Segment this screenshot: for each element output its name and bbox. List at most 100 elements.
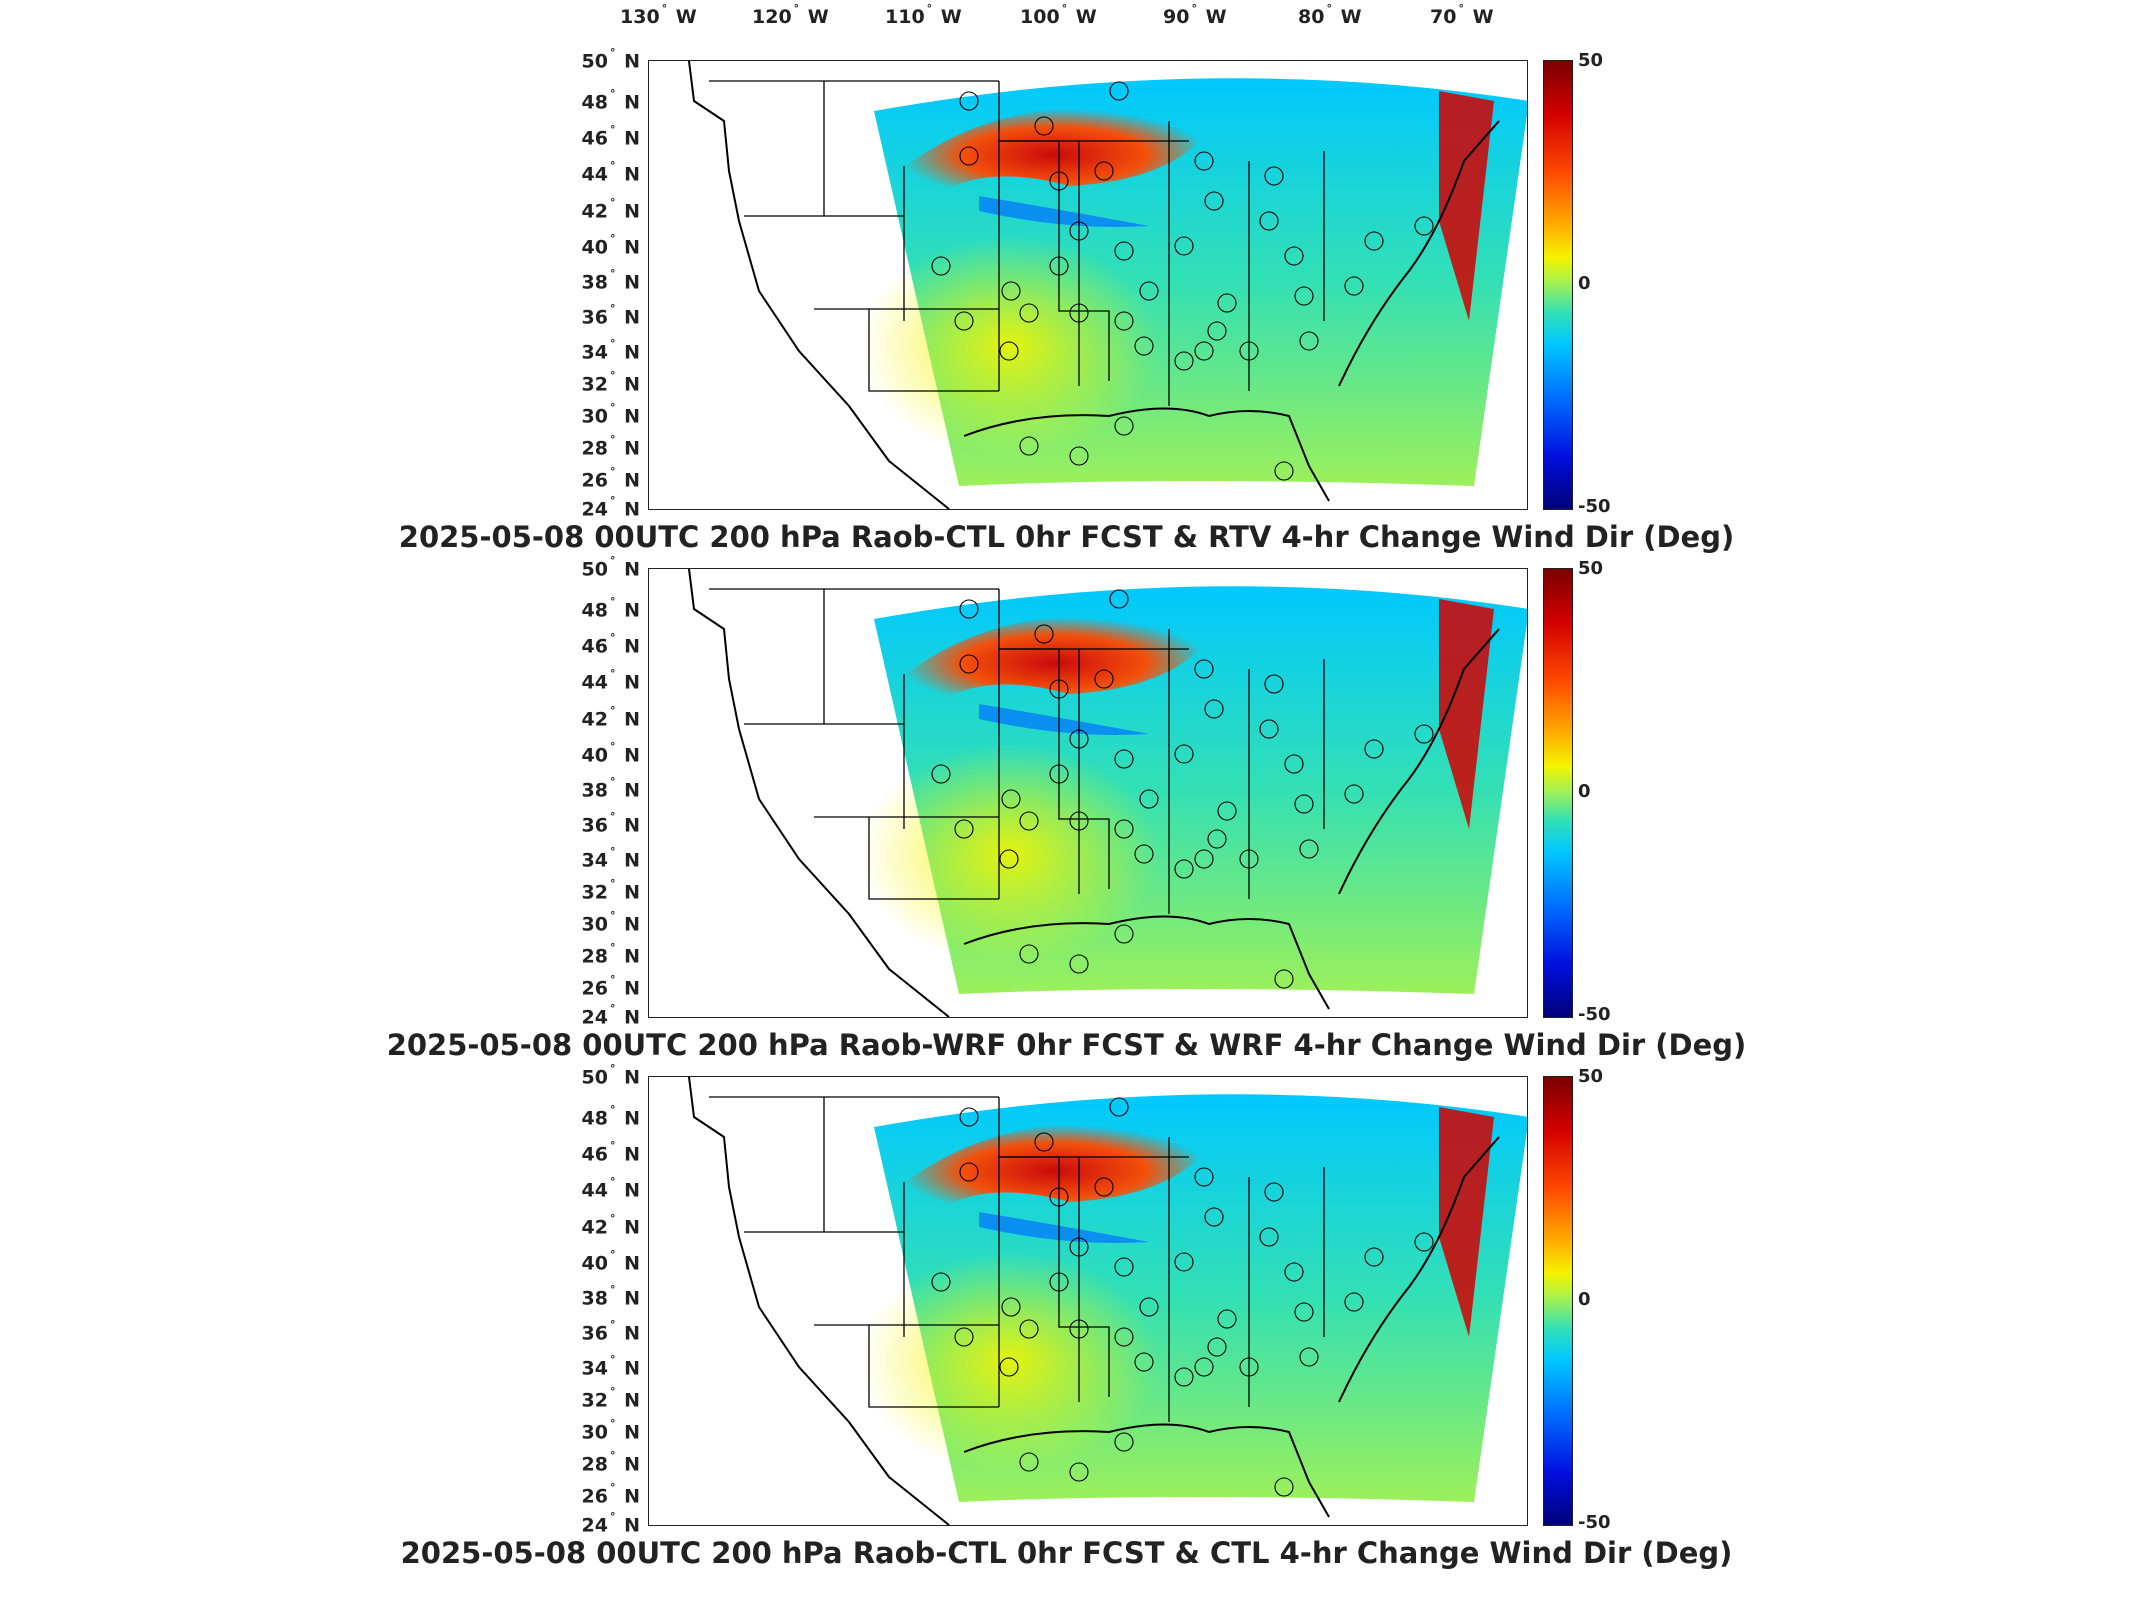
station-circle (1364, 739, 1384, 759)
station-circle (1114, 749, 1134, 769)
station-circle (1034, 116, 1054, 136)
lat-label: 24 ° N (581, 1510, 640, 1537)
lat-label: 42 ° N (581, 195, 640, 223)
station-circle (1134, 844, 1154, 864)
gulf-coast-outline (963, 407, 1330, 502)
station-circle (1134, 1352, 1154, 1372)
lat-label: 30 ° N (581, 908, 640, 936)
lat-label: 36 ° N (581, 1318, 640, 1345)
station-circle (999, 1357, 1019, 1377)
station-circle (1001, 1297, 1021, 1317)
lat-label: 26 ° N (581, 464, 640, 492)
lat-label: 50 ° N (581, 554, 640, 581)
station-circle (1019, 1452, 1039, 1472)
station-circle (1019, 303, 1039, 323)
lat-label: 26 ° N (581, 1480, 640, 1508)
lat-label: 26 ° N (581, 972, 640, 1000)
station-circle (1299, 839, 1319, 859)
lat-label: 28 ° N (581, 1448, 640, 1476)
blue-streak (979, 1212, 1149, 1243)
station-circle (1114, 1432, 1134, 1452)
station-circle (1049, 256, 1069, 276)
lon-label-120w: 120 ° W (752, 2, 829, 29)
colorbar (1543, 60, 1573, 510)
lat-label: 50 ° N (581, 1062, 640, 1089)
station-circle (1274, 969, 1294, 989)
station-circle (1274, 1477, 1294, 1497)
colorbar-mid-label: 0 (1578, 781, 1591, 802)
lat-label: 48 ° N (581, 86, 640, 114)
lat-label: 40 ° N (581, 232, 640, 259)
lat-label: 36 ° N (581, 302, 640, 329)
station-circle (1174, 859, 1194, 879)
station-circle (1114, 924, 1134, 944)
station-circle (1114, 416, 1134, 436)
station-circle (1194, 1357, 1214, 1377)
lat-label: 46 ° N (581, 123, 640, 150)
station-circle (1114, 1257, 1134, 1277)
station-circle (1239, 849, 1259, 869)
station-circle (999, 341, 1019, 361)
station-circle (1364, 231, 1384, 251)
station-circle (1284, 1262, 1304, 1282)
west-coast-outline (688, 1077, 950, 1525)
station-circle (1094, 1177, 1114, 1197)
station-circle (1109, 81, 1129, 101)
atlantic-coast-outline (1338, 120, 1500, 387)
station-circle (1217, 1309, 1237, 1329)
station-circle (1294, 794, 1314, 814)
lat-label: 34 ° N (581, 1352, 640, 1380)
station-circle (1259, 211, 1279, 231)
station-circle (1284, 246, 1304, 266)
station-circle (1264, 674, 1284, 694)
station-circle (1344, 784, 1364, 804)
station-circle (1174, 1367, 1194, 1387)
station-circle (1217, 293, 1237, 313)
station-circle (1049, 171, 1069, 191)
colorbar-min-label: -50 (1578, 496, 1611, 517)
station-circle (1034, 1132, 1054, 1152)
station-circle (1109, 1097, 1129, 1117)
station-circle (1207, 321, 1227, 341)
map-panel-3 (648, 1076, 1528, 1526)
station-circle (1069, 1237, 1089, 1257)
station-circle (1364, 1247, 1384, 1267)
west-coast-outline (688, 61, 950, 509)
lat-label: 28 ° N (581, 940, 640, 968)
station-circle (1109, 589, 1129, 609)
station-circle (1174, 351, 1194, 371)
station-circle (999, 849, 1019, 869)
lat-label: 34 ° N (581, 844, 640, 872)
station-circle (1034, 624, 1054, 644)
station-circle (1204, 191, 1224, 211)
blue-streak (979, 196, 1149, 227)
gulf-coast-outline (963, 1423, 1330, 1518)
station-circle (1094, 161, 1114, 181)
station-circle (1414, 724, 1434, 744)
lon-label-70w: 70 ° W (1430, 2, 1494, 29)
colorbar-min-label: -50 (1578, 1004, 1611, 1025)
lat-label: 24 ° N (581, 494, 640, 521)
lat-label: 38 ° N (581, 1283, 640, 1310)
station-circle (1049, 764, 1069, 784)
station-circle (1114, 241, 1134, 261)
station-circle (1019, 944, 1039, 964)
station-circle (959, 91, 979, 111)
lat-label: 30 ° N (581, 400, 640, 428)
panel-title: 2025-05-08 00UTC 200 hPa Raob-WRF 0hr FC… (386, 1028, 1747, 1062)
colorbar-min-label: -50 (1578, 1512, 1611, 1533)
colorbar-max-label: 50 (1578, 50, 1604, 71)
lat-label: 36 ° N (581, 810, 640, 837)
station-circle (1284, 754, 1304, 774)
station-circle (1299, 1347, 1319, 1367)
lat-label: 44 ° N (581, 667, 640, 694)
station-circle (1001, 281, 1021, 301)
station-circle (1069, 729, 1089, 749)
colorbar (1543, 568, 1573, 1018)
red-jet-region (899, 1124, 1209, 1217)
station-circle (1114, 311, 1134, 331)
station-circle (1134, 336, 1154, 356)
lat-label: 30 ° N (581, 1416, 640, 1444)
red-jet-region (899, 108, 1209, 201)
lat-label: 40 ° N (581, 1248, 640, 1275)
